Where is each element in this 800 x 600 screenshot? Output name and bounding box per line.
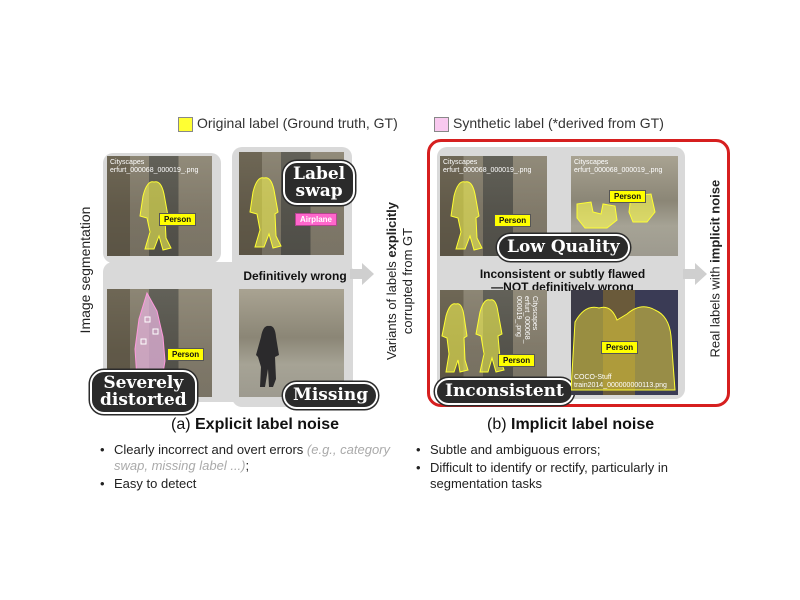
right-axis-bold: implicit noise	[707, 179, 723, 263]
gt-caption: Cityscapes erfurt_000068_000019_.png	[110, 159, 199, 174]
left-axis-label: Image segmentation	[77, 206, 93, 334]
person-tag: Person	[601, 341, 639, 354]
legend-original-text: Original label (Ground truth, GT)	[197, 115, 398, 131]
right-axis-label: Real labels with implicit noise	[707, 180, 723, 358]
label-swap-bubble: Label swap	[283, 161, 356, 205]
middle-axis-label: Variants of labels explicitly corrupted …	[384, 181, 416, 381]
airplane-tag: Airplane	[295, 213, 338, 226]
middle-axis-bold: explicitly	[384, 202, 399, 258]
person-mask-gt	[139, 181, 172, 251]
section-a-bullet-1-text: Clearly incorrect and overt errors	[114, 442, 307, 457]
person-tag: Person	[609, 190, 647, 203]
section-a-prefix: (a)	[171, 416, 195, 433]
inconsistent-caption: Cityscapes erfurt_000068_ 000019_.png	[515, 296, 538, 344]
missing-tile	[239, 289, 344, 397]
middle-axis-line2: corrupted from GT	[400, 227, 415, 335]
low-quality-caption: Cityscapes erfurt_000068_000019_.png	[574, 159, 663, 174]
person-tag: Person	[167, 348, 205, 361]
implicit-gt-caption: Cityscapes erfurt_000068_000019_.png	[443, 159, 532, 174]
section-a-bullet-1-example: (e.g., category swap, missing label ...)	[114, 442, 391, 473]
implicit-red-box	[427, 139, 730, 407]
missing-bubble: Missing	[283, 382, 379, 409]
coco-caption: COCO-Stuff train2014_000000000113.png	[574, 374, 667, 389]
inconsistent-tile: Cityscapes erfurt_000068_ 000019_.png Pe…	[440, 290, 547, 395]
person-mask-swap	[249, 177, 282, 249]
unlabeled-person	[256, 325, 279, 387]
gt-image-tile: Cityscapes erfurt_000068_000019_.png Per…	[107, 156, 212, 256]
implicit-gt-tile: Cityscapes erfurt_000068_000019_.png Per…	[440, 156, 547, 256]
inconsistent-masks	[441, 299, 505, 373]
right-axis-pre: Real labels with	[707, 262, 723, 358]
section-a-bullets: Clearly incorrect and overt errors (e.g.…	[98, 442, 398, 494]
severely-distorted-bubble: Severely distorted	[90, 370, 197, 414]
coco-tile: Person COCO-Stuff train2014_000000000113…	[571, 290, 678, 395]
implicit-middle-line1: Inconsistent or subtly flawed	[479, 267, 646, 281]
person-tag: Person	[494, 214, 532, 227]
original-label-swatch	[178, 117, 193, 132]
section-b-bullet-1: Subtle and ambiguous errors;	[414, 442, 749, 458]
synthetic-label-swatch	[434, 117, 449, 132]
section-a-bullet-1: Clearly incorrect and overt errors (e.g.…	[98, 442, 398, 474]
section-b-bullets: Subtle and ambiguous errors; Difficult t…	[414, 442, 749, 494]
section-b-prefix: (b)	[487, 416, 511, 433]
middle-axis-line1: Variants of labels	[384, 257, 399, 361]
section-a-bullet-1-end: ;	[245, 458, 250, 473]
inconsistent-bubble: Inconsistent	[435, 378, 574, 405]
legend: Original label (Ground truth, GT) Synthe…	[0, 115, 800, 135]
section-b-bullet-2: Difficult to identify or rectify, partic…	[414, 460, 749, 492]
implicit-arrow	[683, 263, 707, 285]
person-tag: Person	[159, 213, 197, 226]
legend-synthetic-text: Synthetic label (*derived from GT)	[453, 115, 664, 131]
person-tag: Person	[498, 354, 536, 367]
section-a-bold: Explicit label noise	[195, 416, 340, 433]
explicit-middle-text: Definitively wrong	[243, 269, 347, 283]
low-quality-bubble: Low Quality	[497, 234, 630, 261]
section-b-title: (b) Implicit label noise	[487, 416, 654, 434]
section-b-bold: Implicit label noise	[511, 416, 655, 433]
explicit-arrow	[350, 263, 374, 285]
section-a-title: (a) Explicit label noise	[171, 416, 339, 434]
person-mask-implicit	[450, 181, 483, 251]
section-a-bullet-2: Easy to detect	[98, 476, 398, 492]
